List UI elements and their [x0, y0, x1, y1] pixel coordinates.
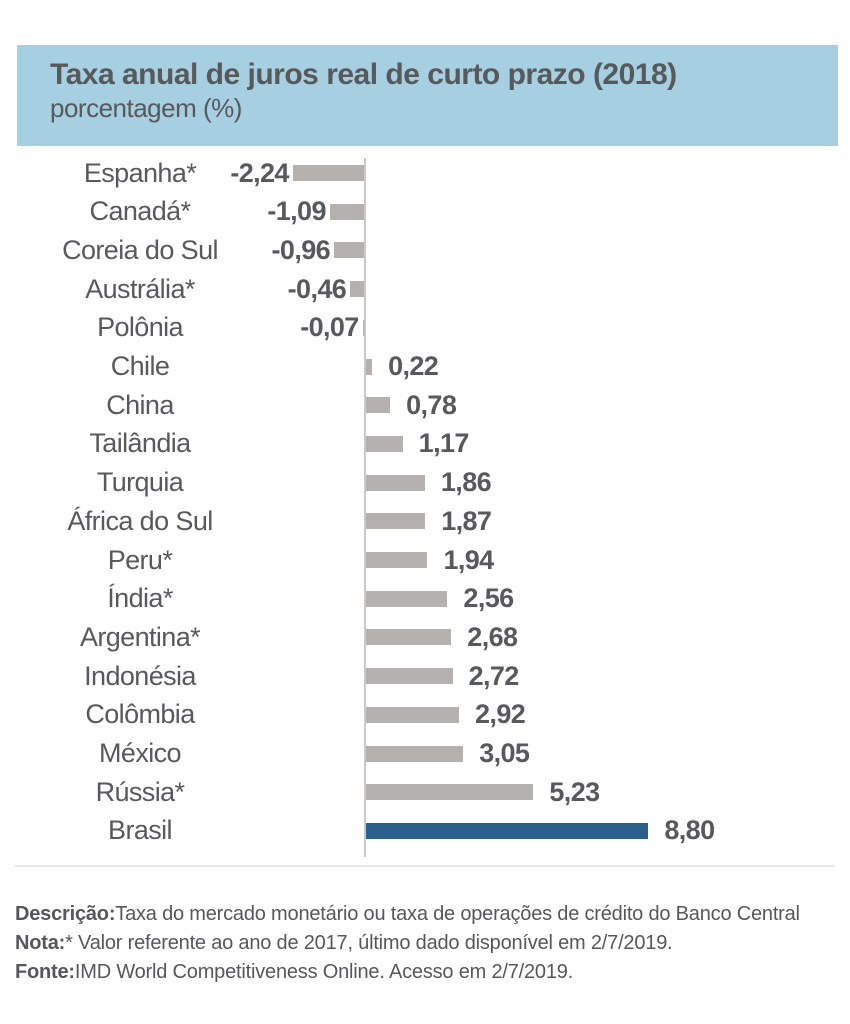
bar	[365, 706, 460, 723]
bar	[365, 435, 403, 452]
footer-source: Fonte:IMD World Competitiveness Online. …	[15, 958, 835, 987]
bar	[365, 513, 426, 530]
country-label: Espanha*	[83, 157, 197, 188]
value-label: 1,87	[441, 505, 492, 536]
value-label: -0,46	[287, 273, 347, 304]
value-label: -0,96	[271, 234, 331, 265]
bar	[329, 203, 365, 220]
bar	[365, 784, 534, 801]
footer-description-label: Descrição:	[15, 903, 116, 925]
value-label: 1,86	[440, 467, 492, 498]
chart-header: Taxa anual de juros real de curto prazo …	[17, 45, 838, 146]
country-label: Coreia do Sul	[62, 234, 218, 265]
bar	[350, 281, 365, 298]
country-label: Peru*	[107, 544, 173, 575]
value-label: 5,23	[549, 776, 600, 807]
value-label: 1,94	[443, 544, 494, 575]
value-label: 3,05	[479, 738, 530, 768]
country-label: África do Sul	[67, 505, 213, 536]
value-label: 2,92	[475, 699, 526, 730]
chart-subtitle: porcentagem (%)	[50, 93, 242, 123]
value-label: 2,68	[467, 621, 518, 652]
footer-source-text: IMD World Competitiveness Online. Acesso…	[74, 961, 574, 983]
bar	[365, 590, 448, 607]
country-label: Colômbia	[85, 699, 195, 730]
bar	[365, 358, 373, 375]
country-label: Canadá*	[89, 196, 191, 227]
bar	[362, 319, 365, 336]
bar	[292, 165, 365, 181]
bar	[365, 668, 453, 685]
bar-chart: Espanha* -2,24 Canadá* -1,09 Coreia do Sul -0…	[0, 155, 850, 867]
zero-axis-line	[364, 158, 366, 857]
value-label: 1,17	[418, 428, 470, 459]
footer-description: Descrição:Taxa do mercado monetário ou t…	[15, 900, 835, 929]
value-label: -1,09	[267, 196, 326, 227]
bar	[365, 629, 452, 646]
value-label: -2,24	[230, 157, 289, 188]
value-label: 2,56	[463, 583, 514, 614]
value-label: 8,80	[664, 815, 715, 846]
country-label: México	[99, 738, 182, 768]
value-label: 2,72	[468, 660, 520, 691]
footer-notes: Descrição:Taxa do mercado monetário ou t…	[15, 900, 835, 987]
footer-source-label: Fonte:	[15, 961, 75, 983]
bar-highlight	[365, 822, 649, 839]
bar	[365, 552, 428, 568]
bar	[365, 397, 391, 414]
country-label: Chile	[110, 351, 170, 381]
divider-line	[15, 865, 835, 867]
footer-description-text: Taxa do mercado monetário ou taxa de ope…	[115, 903, 800, 925]
chart-title: Taxa anual de juros real de curto prazo …	[50, 58, 677, 91]
value-label: -0,07	[300, 312, 359, 343]
bar	[365, 474, 425, 491]
country-label: Turquia	[96, 467, 184, 498]
country-label: Argentina*	[79, 621, 201, 652]
country-label: China	[106, 389, 174, 420]
footer-note-label: Nota:	[15, 932, 66, 954]
country-label: Índia*	[107, 583, 173, 614]
footer-note-text: * Valor referente ao ano de 2017, último…	[65, 932, 673, 954]
bar	[365, 745, 464, 762]
country-label: Rússia*	[95, 776, 185, 807]
country-label: Polônia	[97, 312, 183, 343]
value-label: 0,78	[406, 389, 457, 420]
country-label: Austrália*	[85, 273, 195, 304]
country-label: Brasil	[108, 815, 173, 846]
footer-note: Nota:* Valor referente ao ano de 2017, ú…	[15, 929, 835, 958]
country-label: Indonésia	[84, 660, 196, 691]
country-label: Tailândia	[89, 428, 191, 459]
bar	[334, 242, 365, 259]
value-label: 0,22	[388, 351, 439, 381]
